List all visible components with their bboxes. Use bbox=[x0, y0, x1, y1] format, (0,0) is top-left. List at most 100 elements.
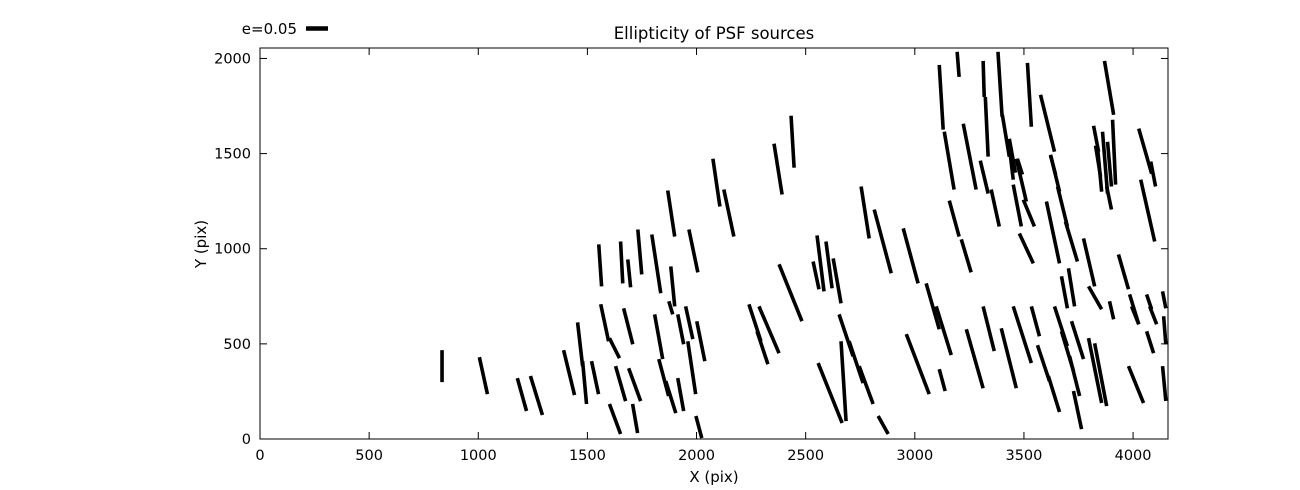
psf-whisker bbox=[630, 403, 640, 434]
psf-whisker bbox=[1137, 128, 1154, 175]
psf-whisker bbox=[575, 322, 585, 367]
x-tick-label: 3500 bbox=[1005, 448, 1042, 464]
psf-whisker bbox=[1105, 141, 1114, 187]
psf-whisker bbox=[937, 64, 945, 130]
psf-whisker bbox=[839, 341, 848, 422]
psf-whisker bbox=[1017, 232, 1035, 265]
psf-whisker bbox=[1160, 365, 1168, 402]
psf-whisker bbox=[1069, 320, 1086, 360]
psf-whisker bbox=[1148, 161, 1158, 187]
psf-whisker bbox=[947, 200, 961, 238]
psf-whisker bbox=[650, 234, 663, 294]
psf-whisker bbox=[1048, 154, 1062, 193]
psf-whisker bbox=[964, 328, 985, 389]
psf-whisker bbox=[1029, 305, 1042, 337]
psf-whisker bbox=[1104, 186, 1114, 210]
psf-whisker bbox=[872, 209, 893, 274]
psf-whisker bbox=[636, 229, 644, 275]
psf-whisker bbox=[1092, 342, 1109, 407]
psf-whisker bbox=[1100, 131, 1110, 194]
psf-whisker bbox=[711, 158, 722, 207]
psf-whisker bbox=[942, 131, 956, 190]
psf-whisker bbox=[694, 415, 704, 439]
psf-whisker bbox=[937, 368, 947, 392]
psf-whisker bbox=[621, 307, 635, 345]
y-tick-label: 1000 bbox=[214, 242, 251, 258]
x-tick-label: 4000 bbox=[1115, 448, 1152, 464]
x-tick-label: 1000 bbox=[460, 448, 497, 464]
x-tick-label: 0 bbox=[255, 448, 264, 464]
psf-whisker bbox=[789, 115, 796, 168]
psf-whisker bbox=[1138, 179, 1157, 242]
psf-whisker bbox=[755, 330, 770, 365]
x-tick-label: 2000 bbox=[678, 448, 715, 464]
psf-whisker bbox=[667, 300, 675, 315]
psf-whisker bbox=[1007, 138, 1018, 173]
psf-whisker bbox=[989, 189, 1002, 227]
psf-whisker bbox=[528, 375, 545, 416]
y-tick-label: 500 bbox=[223, 337, 251, 353]
psf-whisker bbox=[665, 190, 677, 237]
legend-label: e=0.05 bbox=[242, 20, 297, 38]
psf-whisker bbox=[1102, 60, 1116, 116]
psf-whisker bbox=[1126, 365, 1146, 404]
psf-whisker bbox=[618, 241, 625, 284]
psf-whisker bbox=[676, 314, 686, 345]
psf-whisker bbox=[686, 340, 698, 395]
psf-whisker bbox=[607, 403, 623, 435]
psf-whisker bbox=[1110, 119, 1118, 185]
psf-whisker bbox=[847, 340, 865, 384]
y-tick-label: 0 bbox=[242, 432, 251, 448]
psf-whisker bbox=[1147, 305, 1159, 325]
axes-frame bbox=[259, 47, 1169, 440]
psf-whisker bbox=[772, 143, 784, 195]
psf-whisker bbox=[1067, 355, 1082, 397]
psf-whisker bbox=[904, 333, 931, 395]
psf-whisker bbox=[981, 60, 987, 97]
psf-whisker bbox=[1063, 221, 1080, 262]
psf-whisker bbox=[1038, 94, 1057, 153]
x-axis-label: X (pix) bbox=[689, 468, 738, 486]
psf-whisker bbox=[1025, 62, 1034, 127]
psf-whisker bbox=[1059, 275, 1070, 309]
psf-whisker bbox=[1046, 375, 1062, 413]
psf-whisker bbox=[1095, 146, 1104, 192]
psf-whisker bbox=[1086, 285, 1104, 311]
psf-whisker bbox=[857, 365, 875, 405]
psf-whisker bbox=[1144, 330, 1156, 354]
psf-whisker bbox=[722, 189, 736, 237]
psf-whisker bbox=[999, 327, 1019, 389]
psf-whisker bbox=[1011, 305, 1034, 364]
psf-whisker bbox=[596, 244, 604, 287]
psf-whisker bbox=[1086, 337, 1104, 404]
psf-whisker bbox=[816, 362, 844, 424]
legend: e=0.05 bbox=[242, 20, 328, 38]
psf-whisker bbox=[961, 123, 978, 190]
y-axis-label: Y (pix) bbox=[192, 220, 210, 269]
psf-whisker bbox=[1081, 238, 1097, 287]
psf-whisker bbox=[626, 367, 643, 402]
psf-whisker bbox=[934, 305, 953, 356]
psf-whisker bbox=[1116, 253, 1131, 290]
psf-whisker bbox=[664, 380, 678, 414]
psf-whisker bbox=[1035, 344, 1052, 382]
psf-whisker bbox=[955, 51, 961, 78]
psf-whisker bbox=[515, 377, 529, 412]
psf-whisker bbox=[1071, 390, 1084, 430]
psf-whisker bbox=[1014, 158, 1029, 202]
psf-whisker bbox=[924, 282, 941, 330]
y-tick-label: 2000 bbox=[214, 51, 251, 67]
x-tick-label: 3000 bbox=[896, 448, 933, 464]
psf-whisker bbox=[831, 258, 843, 304]
plot-area: 0 500 1000 1500 2000 2500 3000 3500 4000 0 500 1000… bbox=[214, 47, 1169, 464]
psf-whisker bbox=[1044, 201, 1062, 264]
psf-whisker bbox=[824, 241, 834, 289]
psf-whisker bbox=[625, 259, 633, 288]
psf-whisker bbox=[683, 305, 695, 340]
psf-whisker bbox=[1129, 305, 1141, 325]
psf-whisker bbox=[561, 349, 577, 396]
psf-whisker bbox=[1011, 184, 1024, 227]
psf-whisker bbox=[959, 238, 973, 273]
